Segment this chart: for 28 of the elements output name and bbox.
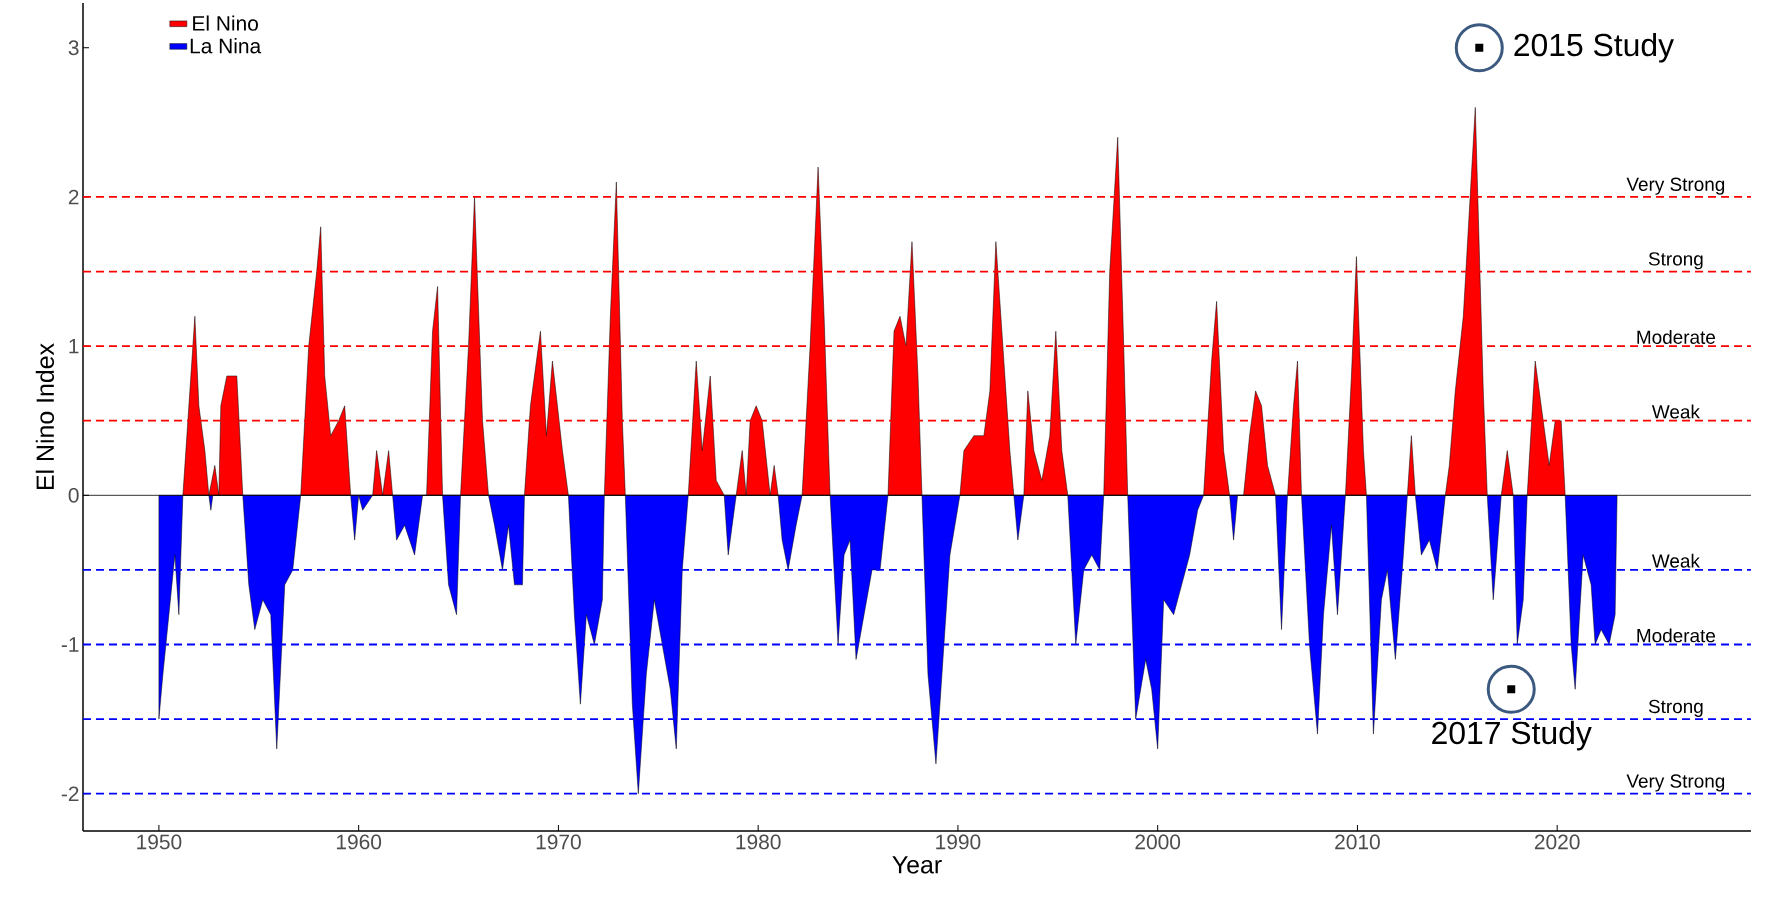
x-tick-label: 1960 <box>336 834 382 850</box>
legend-label: La Nina <box>190 38 262 54</box>
ref-line-label: Strong <box>1648 699 1703 717</box>
y-tick-label: -1 <box>61 637 79 652</box>
x-tick-label: 2010 <box>1335 834 1380 850</box>
y-tick-label: -2 <box>61 786 79 802</box>
y-axis-title: El Nino Index <box>35 343 55 490</box>
x-tick-label: 1950 <box>137 834 182 850</box>
annotation: 2015 Study <box>1514 32 1674 63</box>
y-tick-label: 3 <box>68 40 79 56</box>
ref-line-label: Very Strong <box>1626 177 1725 195</box>
y-tick-label: 2 <box>68 189 79 205</box>
x-tick-label: 2000 <box>1135 834 1181 850</box>
ref-line-label: Strong <box>1648 252 1703 270</box>
ref-line-label: Very Strong <box>1626 774 1725 792</box>
x-tick-label: 1990 <box>936 834 981 850</box>
x-tick-label: 1980 <box>736 834 781 850</box>
legend-label: El Nino <box>193 15 258 31</box>
y-tick-label: 1 <box>69 338 79 354</box>
x-tick-label: 2020 <box>1534 834 1580 850</box>
y-tick-label: 0 <box>68 487 79 503</box>
ref-line-label: Moderate <box>1637 330 1716 344</box>
ref-line-label: Weak <box>1651 404 1700 419</box>
ref-line-label: Moderate <box>1637 628 1716 643</box>
annotation: 2017 Study <box>1432 720 1592 751</box>
x-tick-label: 1970 <box>536 834 581 850</box>
x-axis-title: Year <box>892 856 942 874</box>
ref-line-label: Weak <box>1651 553 1700 568</box>
